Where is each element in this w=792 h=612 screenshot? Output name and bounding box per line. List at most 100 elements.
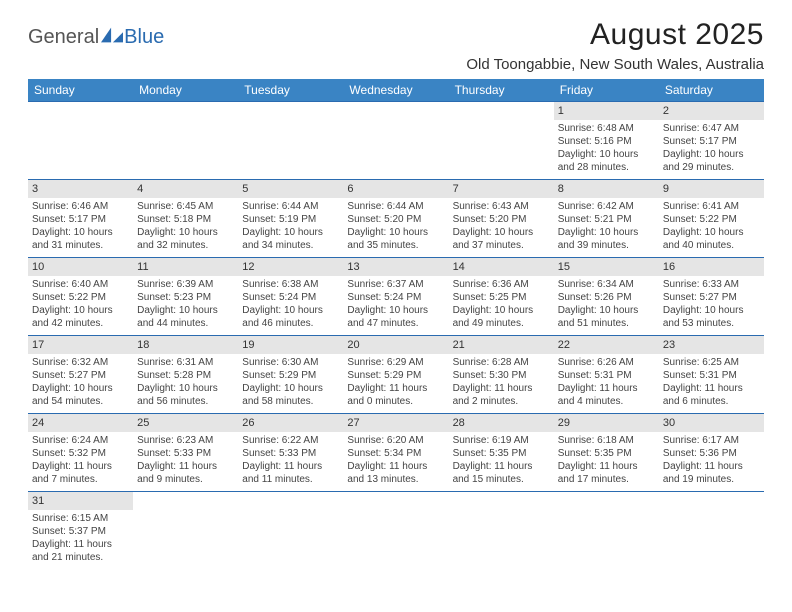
day-info-line: Daylight: 10 hours (32, 382, 129, 395)
day-info-line: Sunset: 5:28 PM (137, 369, 234, 382)
day-info-line: Sunset: 5:17 PM (663, 135, 760, 148)
day-number: 4 (133, 180, 238, 198)
day-cell: 30Sunrise: 6:17 AMSunset: 5:36 PMDayligh… (659, 414, 764, 492)
day-info-line: Sunrise: 6:20 AM (347, 434, 444, 447)
day-info-line: and 28 minutes. (558, 161, 655, 174)
day-number: 7 (449, 180, 554, 198)
day-info-line: Sunrise: 6:18 AM (558, 434, 655, 447)
day-info-line: Sunset: 5:16 PM (558, 135, 655, 148)
day-info-line: Sunrise: 6:40 AM (32, 278, 129, 291)
table-row: 31Sunrise: 6:15 AMSunset: 5:37 PMDayligh… (28, 492, 764, 570)
day-info-line: Sunset: 5:33 PM (137, 447, 234, 460)
day-info-line: Sunrise: 6:23 AM (137, 434, 234, 447)
day-info-line: Sunrise: 6:30 AM (242, 356, 339, 369)
day-info-line: Daylight: 11 hours (137, 460, 234, 473)
day-info-line: Sunrise: 6:28 AM (453, 356, 550, 369)
day-info-line: Daylight: 11 hours (558, 460, 655, 473)
day-cell: 21Sunrise: 6:28 AMSunset: 5:30 PMDayligh… (449, 336, 554, 414)
day-cell: 20Sunrise: 6:29 AMSunset: 5:29 PMDayligh… (343, 336, 448, 414)
day-info-line: Daylight: 10 hours (347, 304, 444, 317)
day-info-line: Sunset: 5:33 PM (242, 447, 339, 460)
day-cell: 1Sunrise: 6:48 AMSunset: 5:16 PMDaylight… (554, 102, 659, 180)
day-number (238, 492, 343, 506)
day-cell: 4Sunrise: 6:45 AMSunset: 5:18 PMDaylight… (133, 180, 238, 258)
day-number (449, 102, 554, 116)
day-info-line: and 13 minutes. (347, 473, 444, 486)
day-number: 29 (554, 414, 659, 432)
day-number (343, 102, 448, 116)
day-number: 30 (659, 414, 764, 432)
day-info-line: Sunset: 5:29 PM (242, 369, 339, 382)
day-info-line: Sunset: 5:19 PM (242, 213, 339, 226)
col-header: Saturday (659, 79, 764, 102)
day-info-line: Sunset: 5:26 PM (558, 291, 655, 304)
title-block: August 2025 Old Toongabbie, New South Wa… (466, 18, 764, 73)
day-info-line: Sunset: 5:24 PM (347, 291, 444, 304)
logo: General Blue (28, 26, 164, 49)
day-info-line: Sunset: 5:21 PM (558, 213, 655, 226)
day-info-line: Daylight: 10 hours (347, 226, 444, 239)
day-info-line: and 19 minutes. (663, 473, 760, 486)
day-number: 10 (28, 258, 133, 276)
day-number (554, 492, 659, 506)
calendar-head: SundayMondayTuesdayWednesdayThursdayFrid… (28, 79, 764, 102)
day-info-line: Daylight: 10 hours (242, 382, 339, 395)
col-header: Thursday (449, 79, 554, 102)
day-cell: 23Sunrise: 6:25 AMSunset: 5:31 PMDayligh… (659, 336, 764, 414)
day-cell (28, 102, 133, 180)
day-info-line: Daylight: 11 hours (347, 460, 444, 473)
day-info-line: Sunset: 5:25 PM (453, 291, 550, 304)
day-cell (133, 102, 238, 180)
day-cell: 7Sunrise: 6:43 AMSunset: 5:20 PMDaylight… (449, 180, 554, 258)
day-info-line: Daylight: 11 hours (347, 382, 444, 395)
day-cell (343, 102, 448, 180)
day-info-line: and 37 minutes. (453, 239, 550, 252)
day-info-line: Sunset: 5:32 PM (32, 447, 129, 460)
day-info-line: Sunrise: 6:24 AM (32, 434, 129, 447)
day-info-line: Sunrise: 6:32 AM (32, 356, 129, 369)
day-info-line: Sunrise: 6:41 AM (663, 200, 760, 213)
month-title: August 2025 (466, 18, 764, 52)
day-info-line: Daylight: 10 hours (453, 226, 550, 239)
day-cell: 2Sunrise: 6:47 AMSunset: 5:17 PMDaylight… (659, 102, 764, 180)
day-info-line: and 21 minutes. (32, 551, 129, 564)
day-info-line: Sunrise: 6:29 AM (347, 356, 444, 369)
day-info-line: Sunset: 5:31 PM (558, 369, 655, 382)
day-cell: 13Sunrise: 6:37 AMSunset: 5:24 PMDayligh… (343, 258, 448, 336)
day-info-line: and 51 minutes. (558, 317, 655, 330)
day-number: 23 (659, 336, 764, 354)
day-info-line: Sunset: 5:37 PM (32, 525, 129, 538)
day-cell: 10Sunrise: 6:40 AMSunset: 5:22 PMDayligh… (28, 258, 133, 336)
day-info-line: and 0 minutes. (347, 395, 444, 408)
day-number (238, 102, 343, 116)
day-cell: 6Sunrise: 6:44 AMSunset: 5:20 PMDaylight… (343, 180, 448, 258)
day-info-line: and 7 minutes. (32, 473, 129, 486)
day-info-line: and 44 minutes. (137, 317, 234, 330)
day-info-line: Daylight: 11 hours (32, 460, 129, 473)
day-info-line: Sunrise: 6:22 AM (242, 434, 339, 447)
day-info-line: Sunset: 5:20 PM (347, 213, 444, 226)
page: General Blue August 2025 Old Toongabbie,… (0, 0, 792, 580)
day-cell: 16Sunrise: 6:33 AMSunset: 5:27 PMDayligh… (659, 258, 764, 336)
day-info-line: Sunrise: 6:42 AM (558, 200, 655, 213)
col-header: Friday (554, 79, 659, 102)
day-info-line: Daylight: 10 hours (663, 226, 760, 239)
day-info-line: Sunrise: 6:33 AM (663, 278, 760, 291)
day-info-line: Daylight: 10 hours (558, 304, 655, 317)
day-info-line: and 31 minutes. (32, 239, 129, 252)
day-info-line: Daylight: 11 hours (453, 382, 550, 395)
day-cell: 18Sunrise: 6:31 AMSunset: 5:28 PMDayligh… (133, 336, 238, 414)
header: General Blue August 2025 Old Toongabbie,… (28, 18, 764, 73)
day-number: 17 (28, 336, 133, 354)
day-info-line: and 40 minutes. (663, 239, 760, 252)
table-row: 17Sunrise: 6:32 AMSunset: 5:27 PMDayligh… (28, 336, 764, 414)
calendar-table: SundayMondayTuesdayWednesdayThursdayFrid… (28, 79, 764, 570)
day-cell: 12Sunrise: 6:38 AMSunset: 5:24 PMDayligh… (238, 258, 343, 336)
day-info-line: and 42 minutes. (32, 317, 129, 330)
day-number: 25 (133, 414, 238, 432)
day-info-line: Sunset: 5:20 PM (453, 213, 550, 226)
day-info-line: Daylight: 11 hours (242, 460, 339, 473)
day-info-line: Sunrise: 6:36 AM (453, 278, 550, 291)
col-header: Tuesday (238, 79, 343, 102)
day-number: 24 (28, 414, 133, 432)
